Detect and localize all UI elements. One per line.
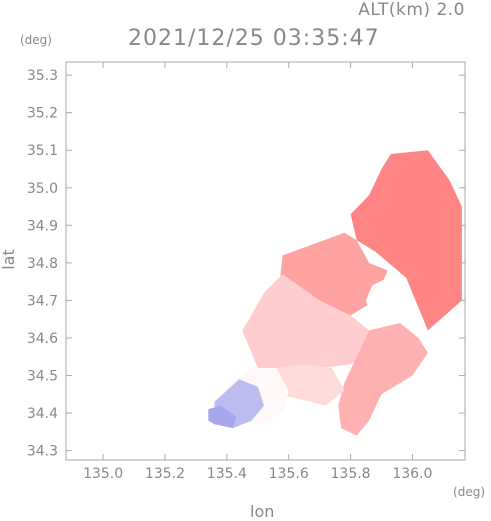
y-tick-label: 35.1 [27,143,58,159]
y-tick-label: 34.7 [27,293,58,309]
y-tick-label: 34.4 [27,406,58,422]
x-axis-label: lon [250,502,275,521]
x-tick-label: 135.2 [145,466,185,482]
y-tick-label: 34.5 [27,369,58,385]
y-tick-label: 34.3 [27,444,58,460]
x-unit-label: (deg) [453,485,485,499]
y-tick-label: 34.9 [27,218,58,234]
y-tick-label: 34.8 [27,256,58,272]
y-tick-label: 34.6 [27,331,58,347]
plot-frame [65,61,466,461]
heatmap-region-southeast-lobe [338,323,428,436]
heatmap-region-central-light [242,274,376,376]
chart-title: 2021/12/25 03:35:47 [128,26,380,51]
heatmap-region-northeast-strong [350,150,462,331]
y-tick-label: 35.2 [27,106,58,122]
y-tick-label: 35.0 [27,181,58,197]
heatmap-layer [208,150,462,436]
axis-ticks: 135.0 135.2 135.4 135.6 135.8 136.0 34.3 34.4 34… [27,62,465,482]
heatmap-region-far-southwest-blue [208,405,237,429]
x-tick-label: 135.0 [83,466,123,482]
y-tick-label: 35.3 [27,68,58,84]
x-tick-label: 135.8 [331,466,371,482]
x-tick-label: 135.6 [269,466,309,482]
altitude-label: ALT(km) 2.0 [358,0,465,20]
x-tick-label: 135.4 [207,466,247,482]
y-unit-label: (deg) [20,33,52,47]
heatmap-region-lake-gap [366,277,394,320]
x-tick-label: 136.0 [392,466,432,482]
heatmap-region-south-middle [273,364,345,406]
